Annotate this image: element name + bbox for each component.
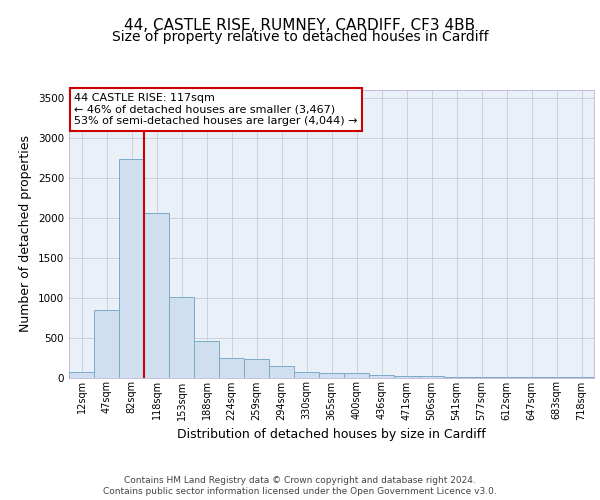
X-axis label: Distribution of detached houses by size in Cardiff: Distribution of detached houses by size … (177, 428, 486, 441)
Bar (194, 341, 219, 378)
Bar (69, 372, 94, 378)
Bar (119, 160, 144, 378)
Bar (419, 376, 444, 378)
Text: Contains HM Land Registry data © Crown copyright and database right 2024.: Contains HM Land Registry data © Crown c… (124, 476, 476, 485)
Bar (94, 310, 119, 378)
Bar (169, 297, 194, 378)
Bar (444, 376, 469, 378)
Y-axis label: Number of detached properties: Number of detached properties (19, 135, 32, 332)
Text: Size of property relative to detached houses in Cardiff: Size of property relative to detached ho… (112, 30, 488, 44)
Bar (319, 373, 344, 378)
Bar (369, 375, 394, 378)
Bar (244, 359, 269, 378)
Bar (219, 358, 244, 378)
Bar (144, 213, 169, 378)
Text: 44, CASTLE RISE, RUMNEY, CARDIFF, CF3 4BB: 44, CASTLE RISE, RUMNEY, CARDIFF, CF3 4B… (124, 18, 476, 32)
Bar (269, 366, 294, 378)
Bar (344, 373, 369, 378)
Text: 44 CASTLE RISE: 117sqm
← 46% of detached houses are smaller (3,467)
53% of semi-: 44 CASTLE RISE: 117sqm ← 46% of detached… (74, 93, 358, 126)
Bar (294, 372, 319, 378)
Bar (394, 376, 419, 378)
Text: Contains public sector information licensed under the Open Government Licence v3: Contains public sector information licen… (103, 488, 497, 496)
